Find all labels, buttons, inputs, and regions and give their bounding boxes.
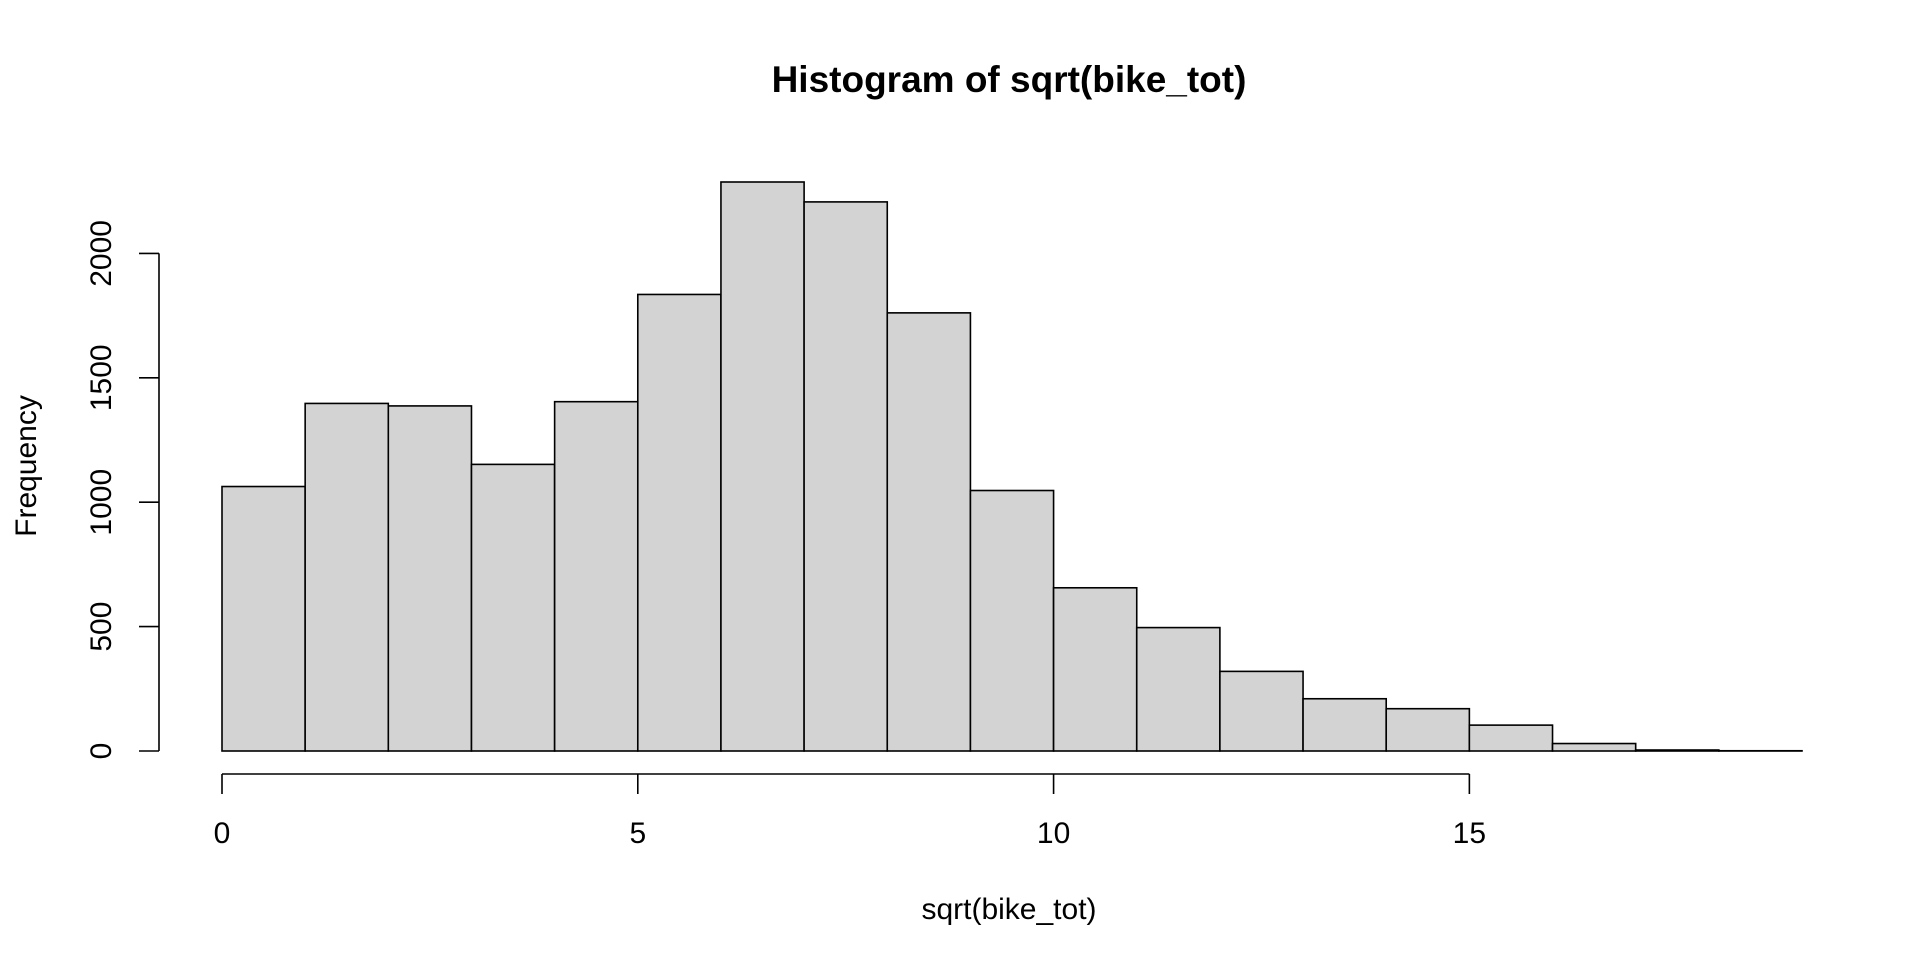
y-tick-label: 1500 xyxy=(85,344,118,411)
y-tick-label: 0 xyxy=(85,743,118,760)
histogram-bar-3 xyxy=(470,463,556,752)
x-tick-label: 5 xyxy=(629,817,646,850)
histogram-bar-1 xyxy=(304,402,390,752)
x-axis: 0 5 10 15 xyxy=(214,773,1486,850)
histogram-bar-14 xyxy=(1385,707,1471,752)
y-axis: 0 500 1000 1500 2000 xyxy=(85,220,160,760)
histogram-bar-15 xyxy=(1468,724,1554,752)
histogram-bars xyxy=(221,181,1803,752)
y-tick-label: 500 xyxy=(85,602,118,652)
histogram-bar-8 xyxy=(886,312,972,752)
histogram-bar-7 xyxy=(803,201,889,752)
histogram-bar-13 xyxy=(1302,697,1388,752)
histogram-bar-9 xyxy=(969,489,1055,752)
x-tick-label: 15 xyxy=(1453,817,1486,850)
histogram-bar-6 xyxy=(720,181,805,752)
histogram-bar-16 xyxy=(1551,742,1637,752)
histogram-bar-2 xyxy=(387,405,473,752)
y-tick-label: 2000 xyxy=(85,220,118,287)
histogram-bar-5 xyxy=(636,293,722,752)
histogram-bar-17 xyxy=(1634,749,1720,752)
y-tick-label: 1000 xyxy=(85,469,118,536)
y-axis-label: Frequency xyxy=(10,395,43,537)
x-axis-label: sqrt(bike_tot) xyxy=(921,893,1096,926)
histogram-bar-0 xyxy=(221,485,306,752)
histogram-bar-10 xyxy=(1052,586,1138,752)
x-tick-label: 0 xyxy=(214,817,231,850)
x-tick-label: 10 xyxy=(1037,817,1070,850)
histogram-bar-12 xyxy=(1219,670,1304,752)
chart-title: Histogram of sqrt(bike_tot) xyxy=(772,59,1247,100)
histogram-bar-4 xyxy=(553,400,639,752)
histogram-bar-11 xyxy=(1135,626,1221,752)
